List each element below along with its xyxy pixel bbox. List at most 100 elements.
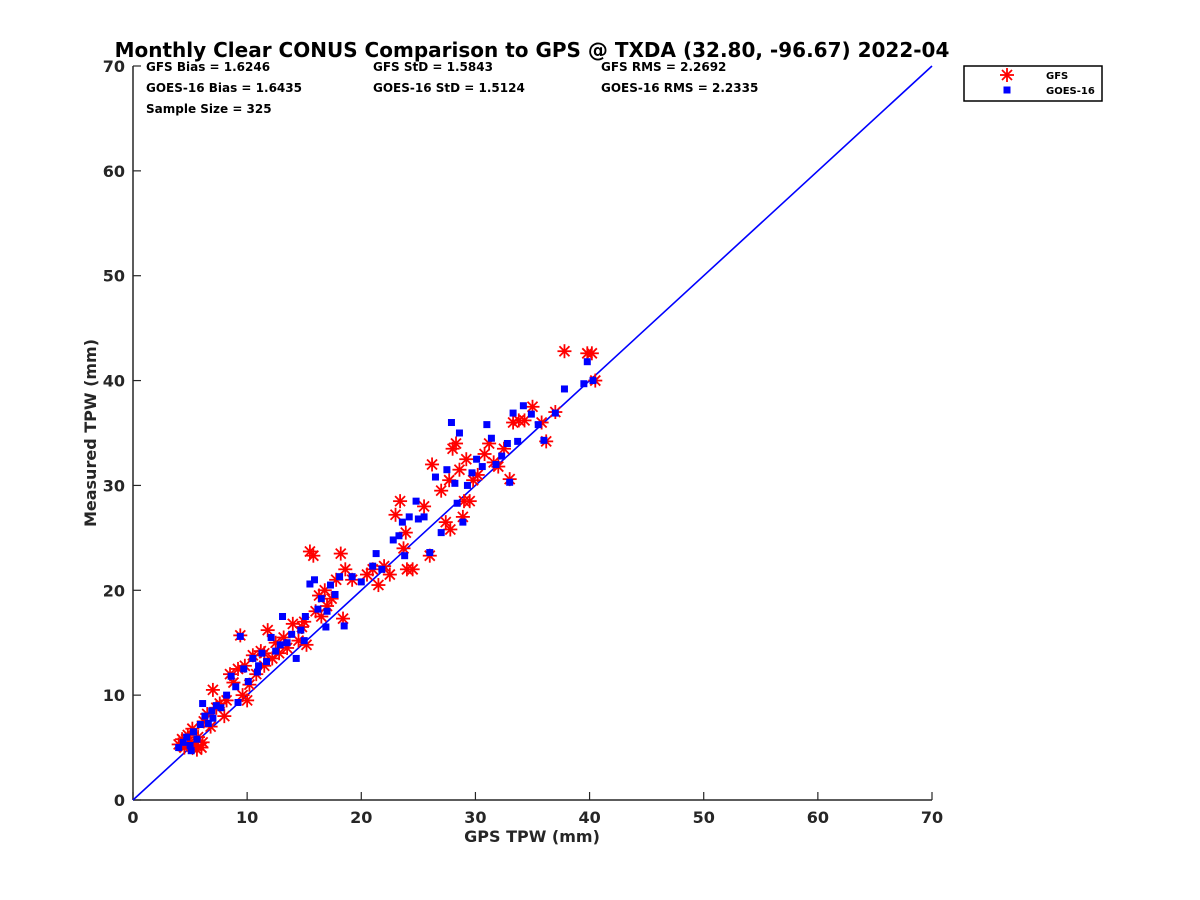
goes16-point [297,626,305,634]
goes16-point [372,550,380,558]
goes16-point [186,741,194,749]
x-tick-label: 60 [807,808,829,827]
gfs-point [438,515,453,530]
goes16-point [227,672,235,680]
goes16-point [487,434,495,442]
goes16-point [443,466,451,474]
gfs-point [517,413,532,428]
stat-gfs-std: GFS StD = 1.5843 [373,60,493,74]
goes16-point [506,478,514,486]
one-to-one-line [132,65,933,801]
goes16-point [253,668,261,676]
x-tick-label: 50 [693,808,715,827]
chart-title: Monthly Clear CONUS Comparison to GPS @ … [115,38,950,62]
goes16-point [249,654,257,662]
gfs-point [449,436,464,451]
stats-block: GFS Bias = 1.6246 GFS StD = 1.5843 GFS R… [146,60,758,116]
goes16-point [193,735,201,743]
goes16-point [276,641,284,649]
goes16-point [459,518,467,526]
goes16-point [431,473,439,481]
goes16-point [234,698,242,706]
gfs-point [324,591,339,606]
goes16-point [583,358,591,366]
goes16-point [258,649,266,657]
goes16-point [236,632,244,640]
gfs-point [333,546,348,561]
goes16-point [322,623,330,631]
x-tick-label: 0 [127,808,138,827]
goes16-point [473,455,481,463]
stat-gfs-rms: GFS RMS = 2.2692 [601,60,726,74]
goes16-point [263,658,271,666]
goes16-point [179,738,187,746]
goes16-point [420,513,428,521]
goes16-point [389,536,397,544]
goes16-point [223,691,231,699]
goes16-point [398,518,406,526]
goes16-point [336,573,344,581]
gfs-point [388,507,403,522]
gfs-point [405,562,420,577]
goes16-point [189,728,197,736]
gfs-point [425,457,440,472]
stat-goes16-bias: GOES-16 Bias = 1.6435 [146,81,302,95]
y-tick-label: 70 [103,57,125,76]
gfs-point [459,452,474,467]
stat-gfs-bias: GFS Bias = 1.6246 [146,60,270,74]
x-tick-label: 40 [578,808,600,827]
goes16-point [240,665,248,673]
goes16-point [212,702,220,710]
goes16-point [272,647,280,655]
gfs-point [371,578,386,593]
goes16-point [357,578,365,586]
goes16-point [175,744,183,752]
goes16-point [301,613,309,620]
goes16-point [401,552,409,560]
goes16-point [580,380,588,388]
goes16-point [217,704,225,712]
y-tick-label: 50 [103,267,125,286]
legend-goes16-label: GOES-16 [1046,86,1095,97]
goes16-point [589,377,597,385]
gfs-point [393,494,408,509]
gfs-point [477,446,492,461]
goes16-point [306,580,314,588]
goes16-point [292,654,300,662]
gfs-point [205,682,220,697]
goes16-point [509,409,517,417]
goes16-point [348,573,356,581]
goes16-point [478,463,486,471]
gfs-point [584,346,599,361]
goes16-point [326,581,334,589]
goes16-point [540,436,548,444]
goes16-point [199,700,207,708]
goes16-point [551,409,559,417]
legend-goes16-marker [1003,86,1011,94]
goes16-point [534,421,542,429]
goes16-point [255,662,263,670]
goes16-point [244,678,252,686]
legend: GFS GOES-16 [963,65,1103,102]
goes16-point [283,639,291,647]
y-tick-label: 40 [103,372,125,391]
goes16-point [492,460,500,468]
gfs-point [452,462,467,477]
goes16-point [317,595,325,603]
goes16-point [196,721,204,729]
gfs-point [338,562,353,577]
goes16-point [201,712,209,720]
goes16-point [288,630,296,638]
goes16-point [208,707,216,715]
y-axis-label: Measured TPW (mm) [81,339,100,527]
goes16-point [447,419,455,427]
y-tick-label: 10 [103,686,125,705]
plot-area: 0 10 20 30 40 50 60 70 0 10 20 30 40 50 60 70 [103,57,943,827]
goes16-point [463,481,471,489]
goes16-point [279,613,287,620]
goes16-point [310,576,318,584]
goes16-point [483,421,491,429]
stat-goes16-std: GOES-16 StD = 1.5124 [373,81,525,95]
legend-gfs-label: GFS [1046,71,1068,82]
